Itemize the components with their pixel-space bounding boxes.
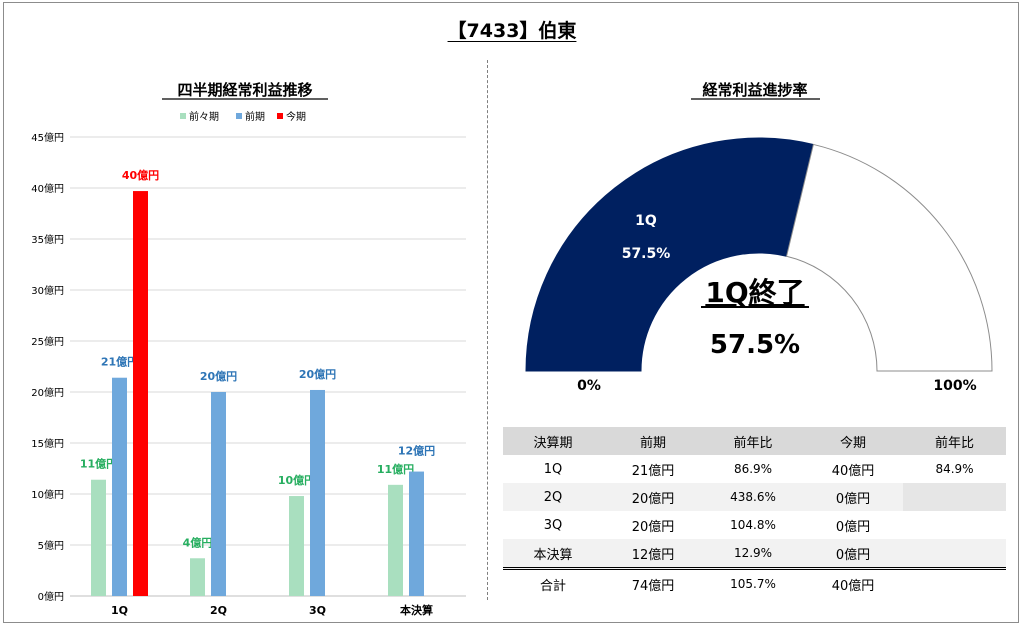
y-tick-label: 35億円 — [31, 233, 64, 246]
total-current-cell: 40億円 — [803, 567, 903, 598]
table-header-row: 決算期 前期 前年比 今期 前年比 — [503, 427, 1006, 455]
header-cell: 今期 — [803, 427, 903, 455]
total-ratio-cell: 105.7% — [703, 567, 803, 598]
section-divider — [487, 60, 488, 600]
table-row: 本決算 12億円 12.9% 0億円 — [503, 539, 1006, 569]
prev-value-cell: 12億円 — [603, 539, 703, 569]
legend-label: 前々期 — [189, 110, 219, 123]
bar — [133, 191, 148, 596]
period-cell: 2Q — [503, 483, 603, 511]
legend-swatch — [277, 113, 283, 119]
current-value-cell: 0億円 — [803, 539, 903, 569]
bar — [91, 479, 106, 596]
bar — [310, 389, 325, 596]
progress-gauge-chart: 経常利益進捗率 1Q 57.5% 1Q終了 57.5% 0% 100% — [525, 81, 993, 394]
y-tick-label: 30億円 — [31, 284, 64, 297]
bar — [112, 377, 127, 596]
x-tick-label: 1Q — [111, 604, 128, 617]
header-cell: 前年比 — [903, 427, 1006, 455]
total-ratio2-cell — [903, 567, 1006, 598]
period-cell: 本決算 — [503, 539, 603, 569]
table-row: 1Q 21億円 86.9% 40億円 84.9% — [503, 455, 1006, 483]
progress-table: 決算期 前期 前年比 今期 前年比 1Q 21億円 86.9% 40億円 84.… — [503, 427, 1006, 598]
data-label: 21億円 — [101, 355, 138, 369]
prev-ratio-cell: 12.9% — [703, 539, 803, 569]
data-label: 10億円 — [278, 473, 315, 487]
table-row: 3Q 20億円 104.8% 0億円 — [503, 511, 1006, 539]
bar — [388, 484, 403, 596]
bar — [289, 496, 304, 596]
data-label: 11億円 — [80, 457, 117, 471]
table-total-row: 合計 74億円 105.7% 40億円 — [503, 567, 1006, 598]
current-ratio-cell: 84.9% — [935, 462, 974, 476]
data-label: 12億円 — [398, 444, 435, 458]
segment-label: 1Q — [635, 213, 657, 229]
report-frame — [3, 2, 1019, 623]
gauge-remaining-segment — [785, 143, 993, 372]
y-tick-label: 0億円 — [38, 590, 64, 603]
gauge-center-value: 57.5% — [710, 330, 800, 360]
segment-value: 57.5% — [622, 246, 671, 262]
data-label: 20億円 — [299, 367, 336, 381]
bar — [211, 392, 226, 596]
period-cell: 3Q — [543, 517, 563, 533]
prev-value-cell: 21億円 — [631, 463, 675, 479]
header-cell: 前期 — [603, 427, 703, 455]
y-tick-label: 20億円 — [31, 386, 64, 399]
data-label: 11億円 — [377, 462, 414, 476]
bar — [409, 471, 424, 596]
y-tick-label: 25億円 — [31, 335, 64, 348]
legend-swatch — [180, 113, 186, 119]
current-ratio-cell — [903, 511, 1006, 539]
period-cell: 1Q — [543, 461, 563, 477]
legend-label: 今期 — [286, 110, 306, 123]
page-title: 【7433】伯東 — [447, 20, 577, 42]
gauge-progress-segment — [525, 137, 814, 372]
x-tick-label: 本決算 — [400, 603, 433, 617]
data-label: 4億円 — [183, 535, 213, 549]
header-cell: 決算期 — [503, 427, 603, 455]
y-tick-label: 45億円 — [31, 131, 64, 144]
current-ratio-cell — [903, 483, 1006, 511]
y-tick-label: 40億円 — [31, 182, 64, 195]
current-value-cell: 0億円 — [803, 483, 903, 511]
bar — [190, 558, 205, 596]
total-label-cell: 合計 — [503, 567, 603, 598]
header-cell: 前年比 — [703, 427, 803, 455]
legend-swatch — [236, 113, 242, 119]
gauge-min-label: 0% — [577, 378, 601, 394]
current-ratio-cell — [903, 539, 1006, 569]
data-label: 20億円 — [200, 369, 237, 383]
y-tick-label: 15億円 — [31, 437, 64, 450]
current-value-cell: 40億円 — [831, 463, 875, 479]
chart-title: 四半期経常利益推移 — [177, 81, 312, 99]
total-prev-cell: 74億円 — [603, 567, 703, 598]
gauge-title: 経常利益進捗率 — [702, 81, 807, 99]
prev-ratio-cell: 438.6% — [703, 483, 803, 511]
gauge-status: 1Q終了 — [705, 276, 804, 309]
data-label: 40億円 — [122, 168, 159, 182]
legend-label: 前期 — [245, 110, 265, 123]
x-tick-label: 3Q — [309, 604, 326, 617]
y-tick-label: 5億円 — [38, 539, 64, 552]
x-tick-label: 2Q — [210, 604, 227, 617]
prev-value-cell: 20億円 — [631, 519, 675, 535]
y-tick-label: 10億円 — [31, 488, 64, 501]
table-row: 2Q 20億円 438.6% 0億円 — [503, 483, 1006, 511]
prev-value-cell: 20億円 — [603, 483, 703, 511]
prev-ratio-cell: 104.8% — [730, 518, 776, 532]
prev-ratio-cell: 86.9% — [733, 462, 773, 476]
current-value-cell: 0億円 — [835, 519, 871, 535]
gauge-max-label: 100% — [933, 378, 976, 394]
